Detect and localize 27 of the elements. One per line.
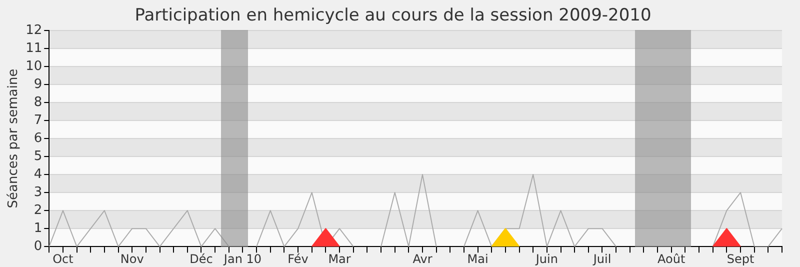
y-tick-label: 12 — [26, 22, 42, 38]
x-tick-label: Juin — [534, 252, 558, 266]
x-tick-label: Oct — [52, 252, 74, 266]
x-tick-label: Jan 10 — [222, 252, 262, 266]
y-tick-label: 4 — [34, 166, 42, 182]
chart-title: Participation en hemicycle au cours de la session 2009-2010 — [134, 6, 652, 26]
x-tick-label: Sept — [726, 252, 754, 266]
y-tick-label: 10 — [26, 58, 42, 74]
y-tick-label: 8 — [34, 94, 42, 110]
x-tick-label: Mar — [328, 252, 351, 266]
x-tick-label: Août — [658, 252, 686, 266]
x-tick-label: Fév — [288, 252, 308, 266]
x-tick-label: Nov — [120, 252, 144, 266]
x-tick-label: Avr — [412, 252, 432, 266]
y-tick-label: 1 — [34, 220, 42, 236]
y-axis-title: Séances par semaine — [6, 68, 22, 208]
x-tick-label: Juil — [592, 252, 612, 266]
y-tick-label: 9 — [34, 76, 42, 92]
y-tick-label: 0 — [34, 238, 42, 254]
x-tick-label: Mai — [467, 252, 488, 266]
y-tick-label: 3 — [34, 184, 42, 200]
y-tick-label: 5 — [34, 148, 42, 164]
y-tick-label: 11 — [26, 40, 42, 56]
y-tick-label: 6 — [34, 130, 42, 146]
y-tick-label: 7 — [34, 112, 42, 128]
y-tick-label: 2 — [34, 202, 42, 218]
x-tick-label: Déc — [190, 252, 213, 266]
